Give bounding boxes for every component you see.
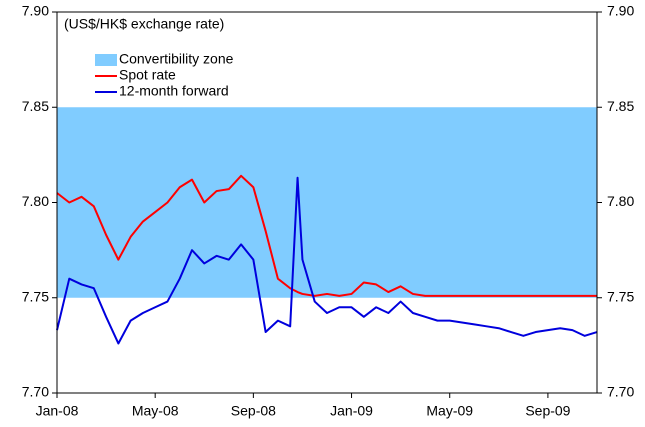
band bbox=[57, 107, 597, 298]
series-line bbox=[56, 176, 598, 345]
y2-tick-label: 7.90 bbox=[607, 3, 634, 19]
x-tick-label: Jan-08 bbox=[36, 403, 79, 419]
legend-label: Convertibility zone bbox=[119, 51, 234, 67]
y-tick-label: 7.75 bbox=[22, 288, 49, 304]
y2-tick-label: 7.75 bbox=[607, 288, 634, 304]
legend-swatch bbox=[95, 54, 117, 66]
y2-tick-label: 7.70 bbox=[607, 384, 634, 400]
y-tick-label: 7.90 bbox=[22, 3, 49, 19]
legend-label: 12-month forward bbox=[119, 83, 229, 99]
y2-tick-label: 7.80 bbox=[607, 193, 634, 209]
x-tick-label: May-09 bbox=[426, 403, 473, 419]
y-tick-label: 7.70 bbox=[22, 384, 49, 400]
y-tick-label: 7.80 bbox=[22, 193, 49, 209]
x-tick-label: May-08 bbox=[132, 403, 179, 419]
y-tick-label: 7.85 bbox=[22, 98, 49, 114]
x-tick-label: Jan-09 bbox=[330, 403, 373, 419]
series-line bbox=[56, 174, 597, 297]
y2-tick-label: 7.85 bbox=[607, 98, 634, 114]
x-tick-label: Sep-08 bbox=[231, 403, 276, 419]
annotation: (US$/HK$ exchange rate) bbox=[64, 16, 224, 32]
x-tick-label: Sep-09 bbox=[525, 403, 570, 419]
legend-label: Spot rate bbox=[119, 67, 176, 83]
